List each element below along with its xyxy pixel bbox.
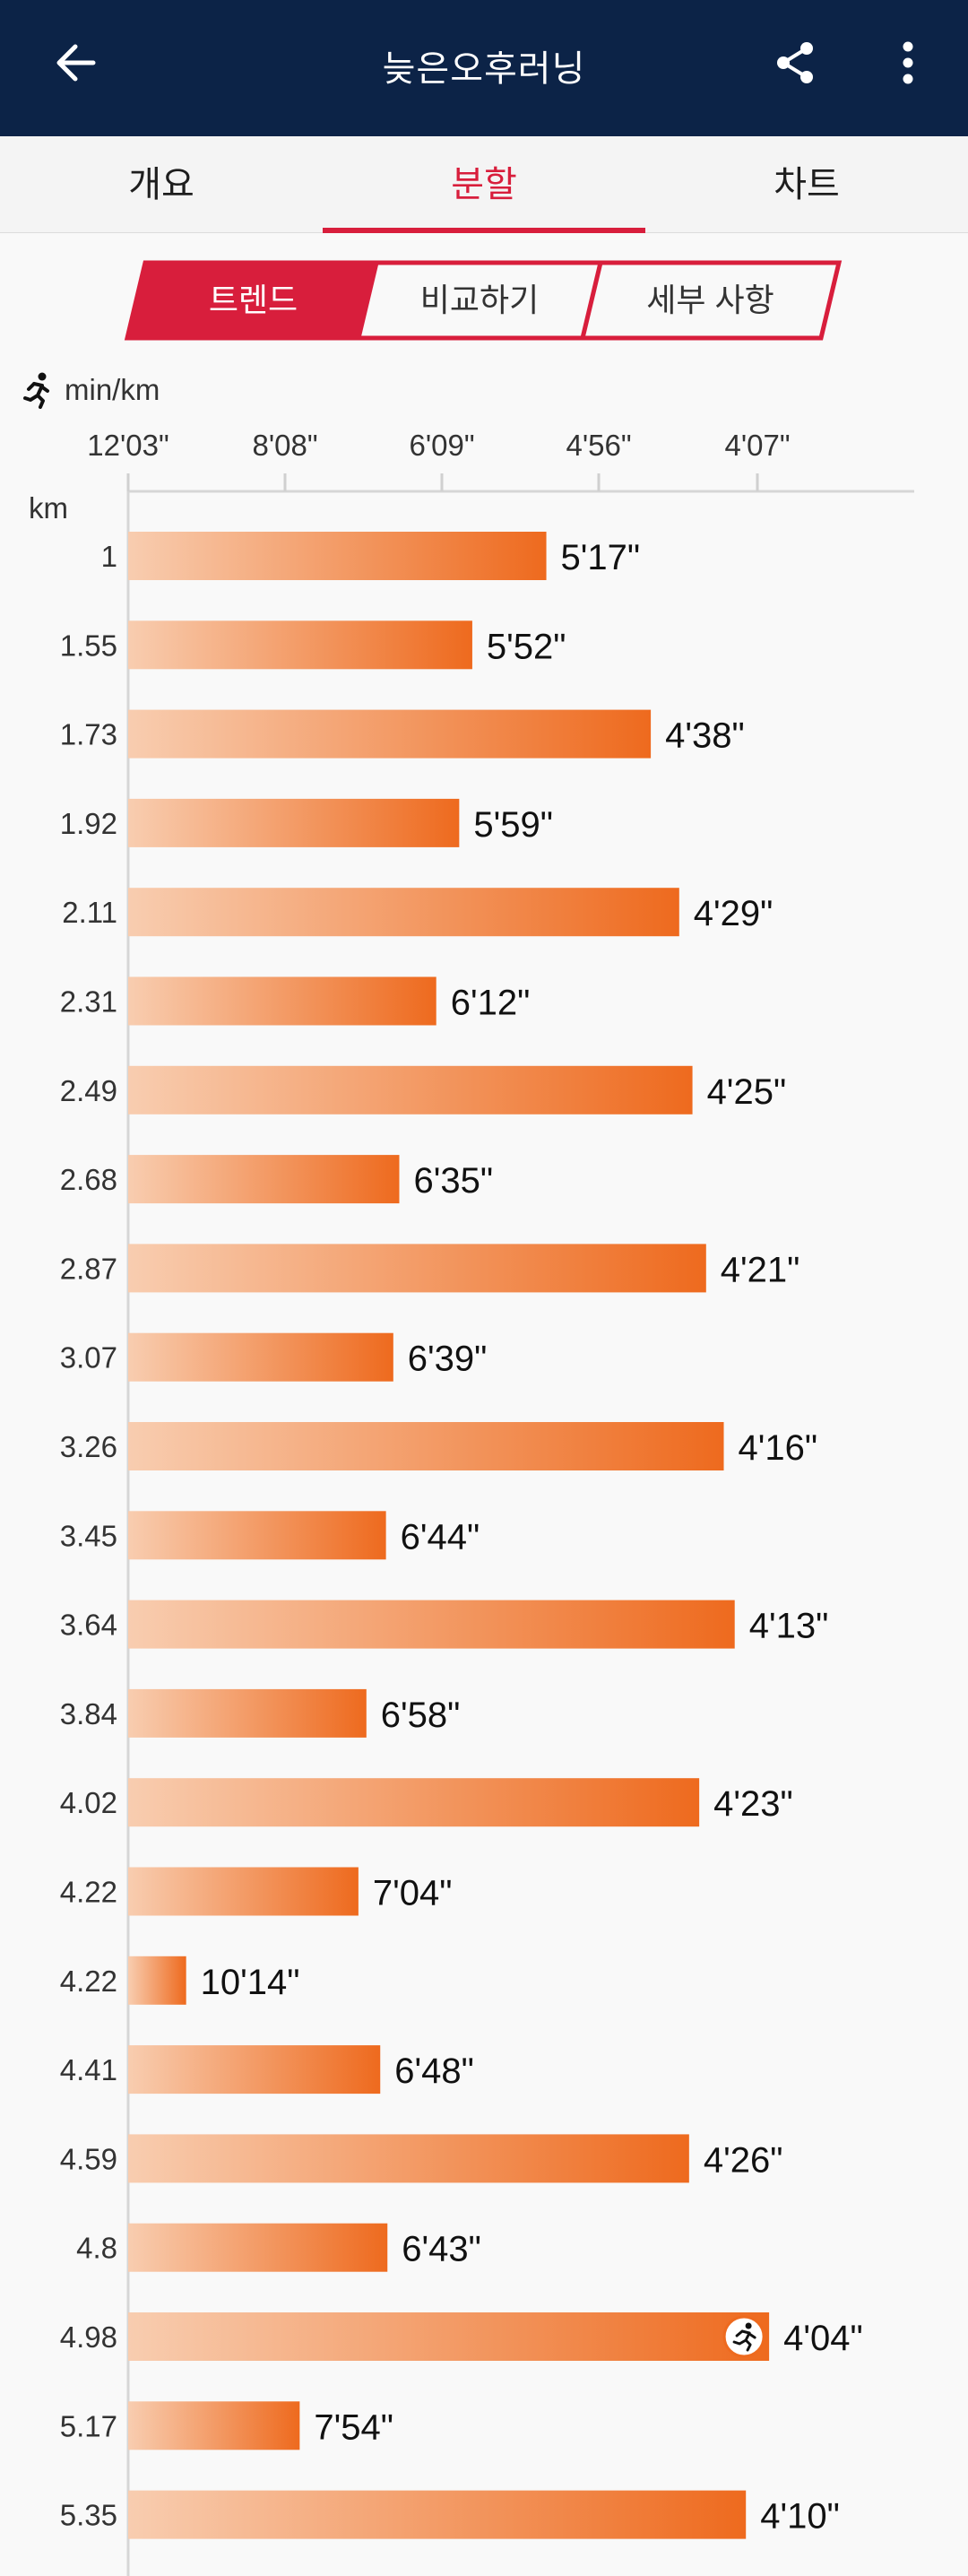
pace-bar[interactable] <box>128 2490 747 2539</box>
runner-badge-icon <box>722 2315 765 2358</box>
pace-value-label: 6'43" <box>402 2230 481 2269</box>
pace-value-label: 6'12" <box>451 984 531 1023</box>
pace-value-label: 4'26" <box>704 2140 783 2180</box>
km-label: 4.02 <box>60 1786 117 1819</box>
pace-value-label: 4'04" <box>783 2319 863 2358</box>
pace-value-label: 4'13" <box>749 1607 829 1646</box>
segment-trend[interactable]: 트렌드 <box>208 282 298 318</box>
axis-tick-label: 8'08" <box>252 429 318 462</box>
km-label: 4.22 <box>60 1876 117 1909</box>
pace-value-label: 6'48" <box>394 2051 474 2091</box>
km-label: 1.55 <box>60 629 117 662</box>
km-label: 4.22 <box>60 1965 117 1998</box>
chart-bars: 1 5'17" 1.55 5'52" 1.73 4'38" 1.92 5'59" 2.11 4'2… <box>60 532 863 2539</box>
tab-chart[interactable]: 차트 <box>774 165 840 204</box>
pace-value-label: 10'14" <box>201 1963 300 2002</box>
km-label: 2.68 <box>60 1163 117 1196</box>
km-label: 3.07 <box>60 1341 117 1375</box>
tab-indicator <box>323 228 645 233</box>
km-label: 4.41 <box>60 2053 117 2086</box>
pace-bar[interactable] <box>128 1867 359 1916</box>
pace-bar[interactable] <box>128 620 472 670</box>
pace-bar[interactable] <box>128 798 460 847</box>
pace-value-label: 4'23" <box>713 1784 793 1824</box>
km-label: 3.84 <box>60 1697 117 1730</box>
pace-bar[interactable] <box>128 2401 300 2450</box>
pace-bar[interactable] <box>128 1956 186 2005</box>
pace-value-label: 6'44" <box>401 1517 480 1557</box>
pace-bar[interactable] <box>128 1600 735 1649</box>
pace-bar[interactable] <box>128 1065 693 1115</box>
km-label: 4.98 <box>60 2320 117 2354</box>
segment-details[interactable]: 세부 사항 <box>646 282 774 318</box>
pace-value-label: 4'29" <box>694 894 774 933</box>
tab-splits[interactable]: 분할 <box>451 165 517 204</box>
segment-compare[interactable]: 비교하기 <box>419 282 540 318</box>
tab-bar: 개요 분할 차트 <box>0 136 968 233</box>
km-label: 3.64 <box>60 1609 117 1642</box>
pace-value-label: 7'54" <box>314 2407 393 2447</box>
app-bar: 늦은오후러닝 <box>0 0 968 136</box>
pace-bar[interactable] <box>128 1511 386 1560</box>
km-label: 3.26 <box>60 1430 117 1463</box>
pace-value-label: 6'39" <box>408 1340 488 1379</box>
pace-value-label: 5'52" <box>487 627 566 666</box>
pace-bar[interactable] <box>128 976 436 1026</box>
more-vert-icon[interactable] <box>887 36 929 90</box>
share-icon[interactable] <box>769 36 823 90</box>
arrow-back-icon[interactable] <box>50 36 104 90</box>
axis-tick-label: 6'09" <box>409 429 475 462</box>
km-label: 2.49 <box>60 1074 117 1107</box>
pace-bar[interactable] <box>128 2223 388 2272</box>
pace-value-label: 4'10" <box>760 2497 840 2537</box>
pace-bar[interactable] <box>128 1244 706 1293</box>
km-label: 1.73 <box>60 718 117 751</box>
pace-unit: min/km <box>18 372 160 409</box>
segment-frame <box>124 260 843 341</box>
axis-tick-label: 4'07" <box>724 429 791 462</box>
axis-tick-label: 12'03" <box>87 429 169 462</box>
km-label: 2.11 <box>62 896 117 929</box>
km-label: 5.17 <box>60 2409 117 2442</box>
pace-bar[interactable] <box>128 532 547 580</box>
pace-value-label: 5'59" <box>473 805 553 845</box>
pace-bar[interactable] <box>128 2134 689 2183</box>
axis-title: km <box>29 491 68 525</box>
page-title: 늦은오후러닝 <box>382 49 586 89</box>
pace-bar[interactable] <box>128 1422 724 1470</box>
unit-label: min/km <box>65 373 160 406</box>
pace-value-label: 4'21" <box>721 1250 800 1289</box>
runner-icon <box>23 372 49 409</box>
axis-tick-label: 4'56" <box>566 429 632 462</box>
pace-bar[interactable] <box>128 1778 700 1827</box>
pace-bar[interactable] <box>128 1688 367 1738</box>
pace-value-label: 6'58" <box>381 1696 461 1735</box>
pace-value-label: 7'04" <box>373 1874 453 1913</box>
km-label: 2.87 <box>60 1252 117 1285</box>
pace-bar[interactable] <box>128 709 652 759</box>
km-label: 1.92 <box>60 807 117 840</box>
pace-bar[interactable] <box>128 888 679 937</box>
km-label: 3.45 <box>60 1519 117 1552</box>
km-label: 4.59 <box>60 2142 117 2175</box>
tab-overview[interactable]: 개요 <box>128 165 194 204</box>
km-label: 5.35 <box>60 2499 117 2532</box>
pace-bar[interactable] <box>128 2312 770 2361</box>
pace-bar[interactable] <box>128 1155 400 1204</box>
view-segmented-control: 트렌드 비교하기 세부 사항 <box>0 260 968 341</box>
pace-bar[interactable] <box>128 2045 381 2095</box>
pace-bar[interactable] <box>128 1332 393 1382</box>
pace-value-label: 4'16" <box>739 1428 818 1468</box>
pace-value-label: 5'17" <box>561 538 641 577</box>
pace-value-label: 4'38" <box>665 716 745 756</box>
km-label: 4.8 <box>76 2232 117 2265</box>
pace-value-label: 4'25" <box>707 1072 787 1112</box>
pace-value-label: 6'35" <box>413 1161 493 1201</box>
km-label: 2.31 <box>60 985 117 1019</box>
km-label: 1 <box>101 540 117 573</box>
